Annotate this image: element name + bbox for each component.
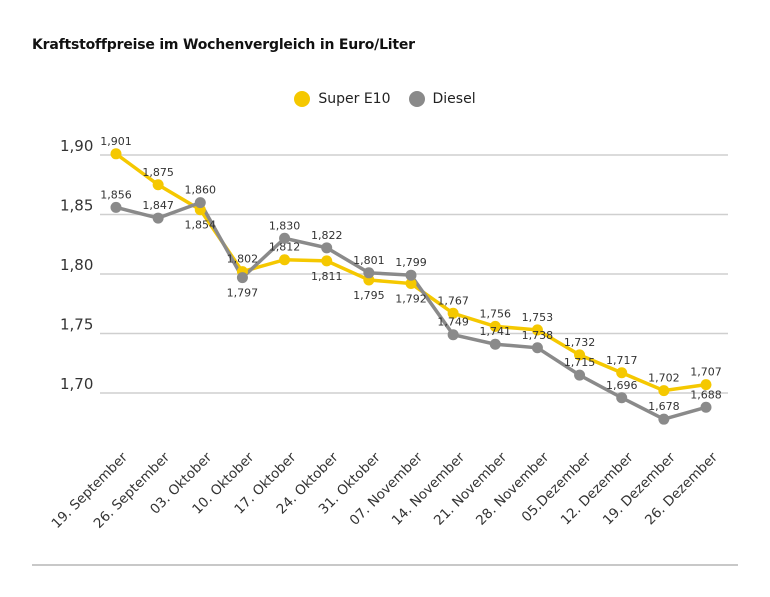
data-label: 1,753 — [522, 311, 554, 324]
legend-marker-super-e10 — [294, 91, 311, 107]
x-tick-label: 26. Dezember — [642, 449, 721, 528]
data-label: 1,847 — [142, 199, 174, 212]
data-point-diesel — [531, 342, 543, 354]
bottom-divider — [32, 564, 738, 566]
data-point-diesel — [194, 197, 206, 209]
data-point-super-e10 — [110, 148, 122, 160]
data-point-diesel — [574, 369, 586, 381]
legend-item-super-e10: Super E10 — [294, 91, 391, 107]
data-point-super-e10 — [700, 379, 712, 391]
x-tick-label: 19. September — [49, 449, 132, 532]
data-label: 1,702 — [648, 372, 680, 385]
x-tick-label: 21. November — [431, 449, 511, 529]
legend-marker-diesel — [408, 91, 425, 107]
chart-title: Kraftstoffpreise im Wochenvergleich in E… — [32, 37, 415, 53]
data-point-diesel — [658, 413, 670, 425]
data-point-diesel — [489, 338, 501, 350]
data-point-super-e10 — [531, 324, 543, 336]
data-label: 1,749 — [437, 316, 469, 329]
data-label: 1,801 — [353, 254, 385, 267]
y-tick-label: 1,75 — [60, 316, 93, 334]
data-label: 1,822 — [311, 229, 343, 242]
data-label: 1,741 — [480, 325, 512, 338]
data-label: 1,856 — [100, 188, 132, 201]
data-point-super-e10 — [321, 255, 333, 267]
data-point-diesel — [152, 212, 164, 224]
data-label: 1,795 — [353, 289, 385, 302]
y-tick-label: 1,85 — [60, 197, 93, 215]
x-tick-label: 19. Dezember — [600, 449, 679, 528]
data-point-diesel — [447, 329, 459, 341]
data-label: 1,756 — [480, 307, 512, 320]
data-point-diesel — [616, 392, 628, 404]
data-label: 1,812 — [269, 241, 301, 254]
x-tick-label: 28. November — [473, 449, 553, 529]
data-point-super-e10 — [658, 385, 670, 397]
data-label: 1,792 — [395, 293, 427, 306]
data-point-super-e10 — [447, 307, 459, 319]
legend-item-diesel: Diesel — [408, 91, 476, 107]
y-tick-label: 1,70 — [60, 375, 93, 393]
legend-label-diesel: Diesel — [432, 91, 476, 107]
data-point-super-e10 — [574, 349, 586, 361]
data-label: 1,717 — [606, 354, 638, 367]
data-label: 1,767 — [437, 294, 469, 307]
data-label: 1,802 — [227, 253, 259, 266]
data-label: 1,875 — [142, 166, 174, 179]
data-point-super-e10 — [489, 320, 501, 332]
y-tick-label: 1,80 — [60, 256, 93, 274]
x-tick-label: 07. November — [347, 449, 427, 529]
x-tick-label: 12. Dezember — [558, 449, 637, 528]
data-point-diesel — [110, 201, 122, 213]
data-label: 1,732 — [564, 336, 596, 349]
data-label: 1,811 — [311, 270, 343, 283]
data-label: 1,715 — [564, 356, 596, 369]
data-point-super-e10 — [405, 278, 417, 290]
x-tick-label: 14. November — [389, 449, 469, 529]
data-label: 1,797 — [227, 287, 259, 300]
data-point-diesel — [321, 242, 333, 254]
data-label: 1,696 — [606, 379, 638, 392]
data-label: 1,688 — [690, 388, 722, 401]
data-point-super-e10 — [152, 179, 164, 191]
data-label: 1,860 — [185, 184, 217, 197]
data-label: 1,738 — [522, 329, 554, 342]
legend-label-super-e10: Super E10 — [318, 91, 391, 107]
data-label: 1,830 — [269, 219, 301, 232]
data-label: 1,678 — [648, 400, 680, 413]
data-label: 1,799 — [395, 256, 427, 269]
data-point-diesel — [236, 272, 248, 284]
legend: Super E10 Diesel — [0, 91, 770, 107]
data-point-diesel — [700, 401, 712, 413]
data-point-diesel — [363, 267, 375, 279]
x-tick-label: 26. September — [91, 449, 174, 532]
data-label: 1,901 — [100, 135, 132, 148]
data-point-super-e10 — [616, 367, 628, 379]
data-point-diesel — [279, 232, 291, 244]
data-label: 1,707 — [690, 366, 722, 379]
data-point-diesel — [405, 269, 417, 281]
y-tick-label: 1,90 — [60, 137, 93, 155]
data-label: 1,854 — [185, 219, 217, 232]
data-point-super-e10 — [279, 254, 291, 266]
